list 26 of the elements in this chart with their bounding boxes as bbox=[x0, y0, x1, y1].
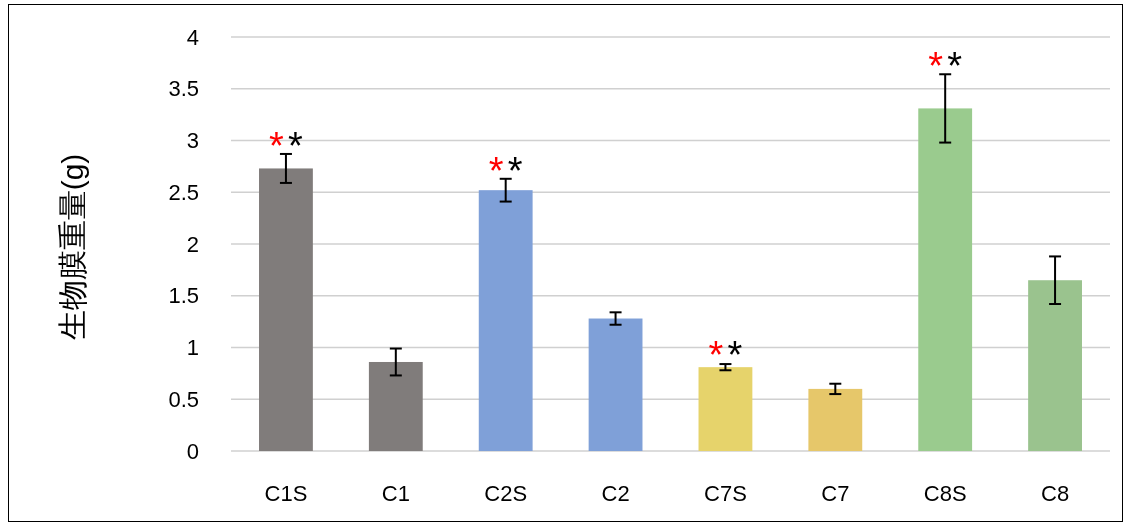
y-tick-label: 1.5 bbox=[168, 283, 199, 309]
y-tick-label: 2 bbox=[186, 231, 199, 257]
y-tick-label: 0 bbox=[186, 438, 199, 464]
x-tick-label: C1 bbox=[381, 480, 410, 506]
annotation: * bbox=[708, 334, 724, 377]
annotation: * bbox=[288, 124, 304, 167]
x-tick-label: C8S bbox=[923, 480, 967, 506]
y-tick-label: 3.5 bbox=[168, 76, 199, 102]
y-tick-label: 2.5 bbox=[168, 179, 199, 205]
annotation: * bbox=[269, 124, 285, 167]
x-tick-label: C2 bbox=[601, 480, 630, 506]
x-tick-label: C7S bbox=[704, 480, 747, 506]
annotation: * bbox=[727, 334, 743, 377]
x-tick-label: C2S bbox=[484, 480, 528, 506]
x-tick-label: C8 bbox=[1041, 480, 1070, 506]
y-axis-title: 生物膜重量(g) bbox=[55, 153, 89, 341]
x-tick-label: C1S bbox=[264, 480, 308, 506]
annotation: * bbox=[928, 45, 944, 88]
y-tick-label: 4 bbox=[186, 24, 199, 50]
y-tick-label: 1 bbox=[186, 335, 199, 360]
annotation: * bbox=[947, 45, 963, 88]
y-tick-label: 0.5 bbox=[168, 386, 199, 412]
annotation: * bbox=[507, 149, 523, 192]
x-tick-label: C7 bbox=[821, 480, 850, 506]
y-tick-label: 3 bbox=[186, 128, 199, 153]
annotation: * bbox=[488, 149, 504, 192]
